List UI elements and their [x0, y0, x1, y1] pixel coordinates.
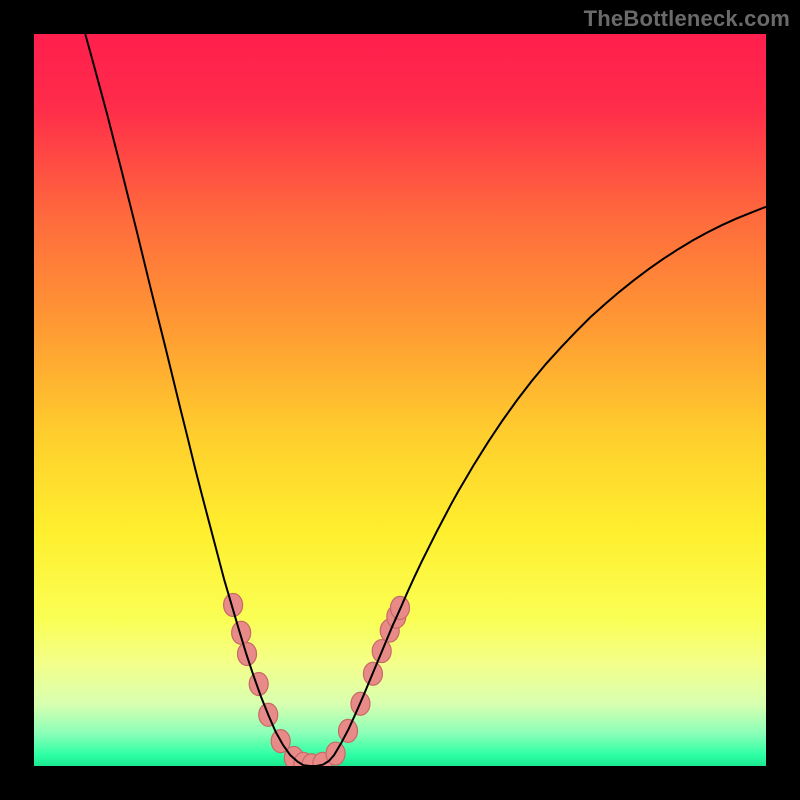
gradient-background [34, 34, 766, 766]
chart-container: TheBottleneck.com [0, 0, 800, 800]
bottleneck-chart [0, 0, 800, 800]
watermark-label: TheBottleneck.com [584, 6, 790, 32]
data-marker [232, 621, 251, 644]
